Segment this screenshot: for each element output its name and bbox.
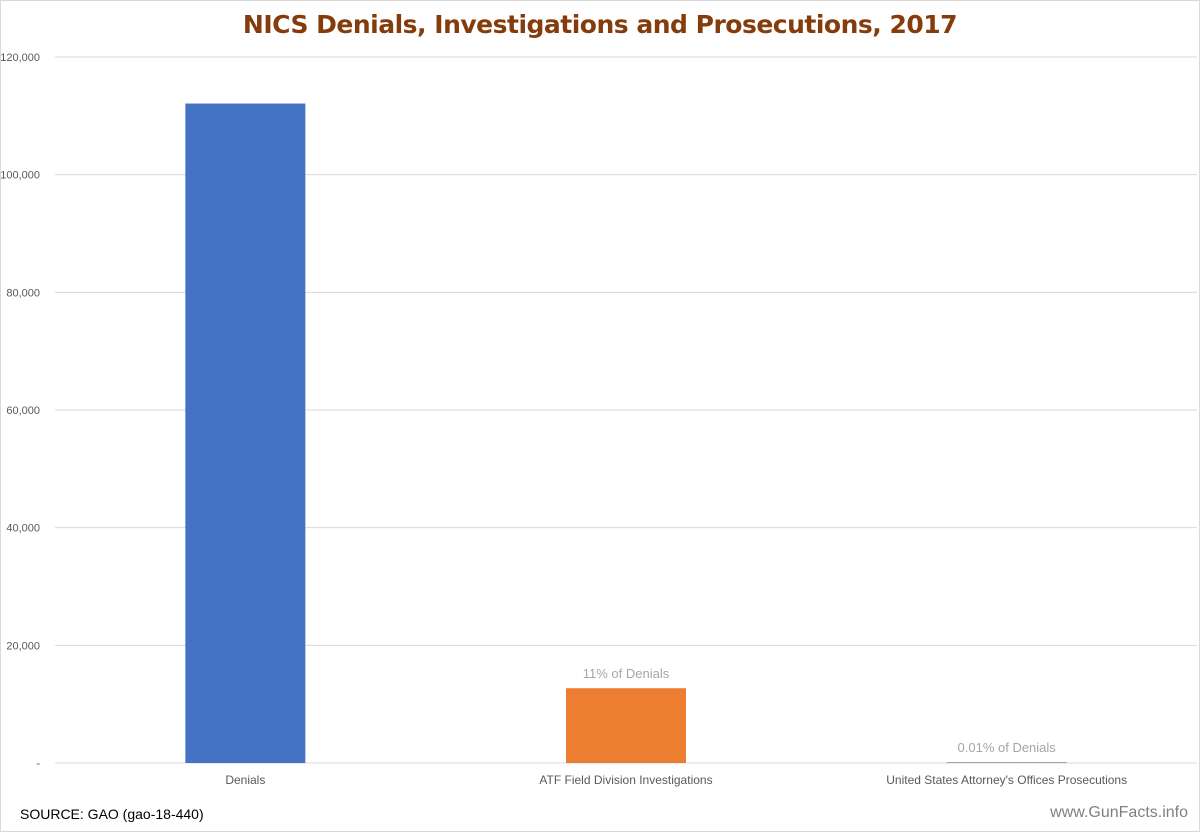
x-tick-label: ATF Field Division Investigations: [539, 773, 712, 787]
chart-title: NICS Denials, Investigations and Prosecu…: [242, 10, 958, 39]
bar: [946, 762, 1067, 763]
y-tick-label: 120,000: [0, 52, 40, 64]
source-note: SOURCE: GAO (gao-18-440): [20, 806, 204, 822]
watermark: www.GunFacts.info: [1050, 804, 1188, 821]
y-tick-label: 20,000: [6, 640, 40, 652]
y-tick-label: 80,000: [6, 287, 40, 299]
y-tick-label: 40,000: [6, 523, 40, 535]
y-tick-label: -: [36, 758, 40, 770]
bar: [566, 688, 686, 763]
data-label: 11% of Denials: [583, 666, 670, 681]
data-label: 0.01% of Denials: [958, 740, 1057, 755]
x-tick-label: United States Attorney's Offices Prosecu…: [886, 773, 1127, 787]
y-tick-label: 60,000: [6, 405, 40, 417]
x-tick-label: Denials: [225, 773, 265, 787]
y-tick-label: 100,000: [0, 170, 40, 182]
bar: [185, 103, 306, 763]
